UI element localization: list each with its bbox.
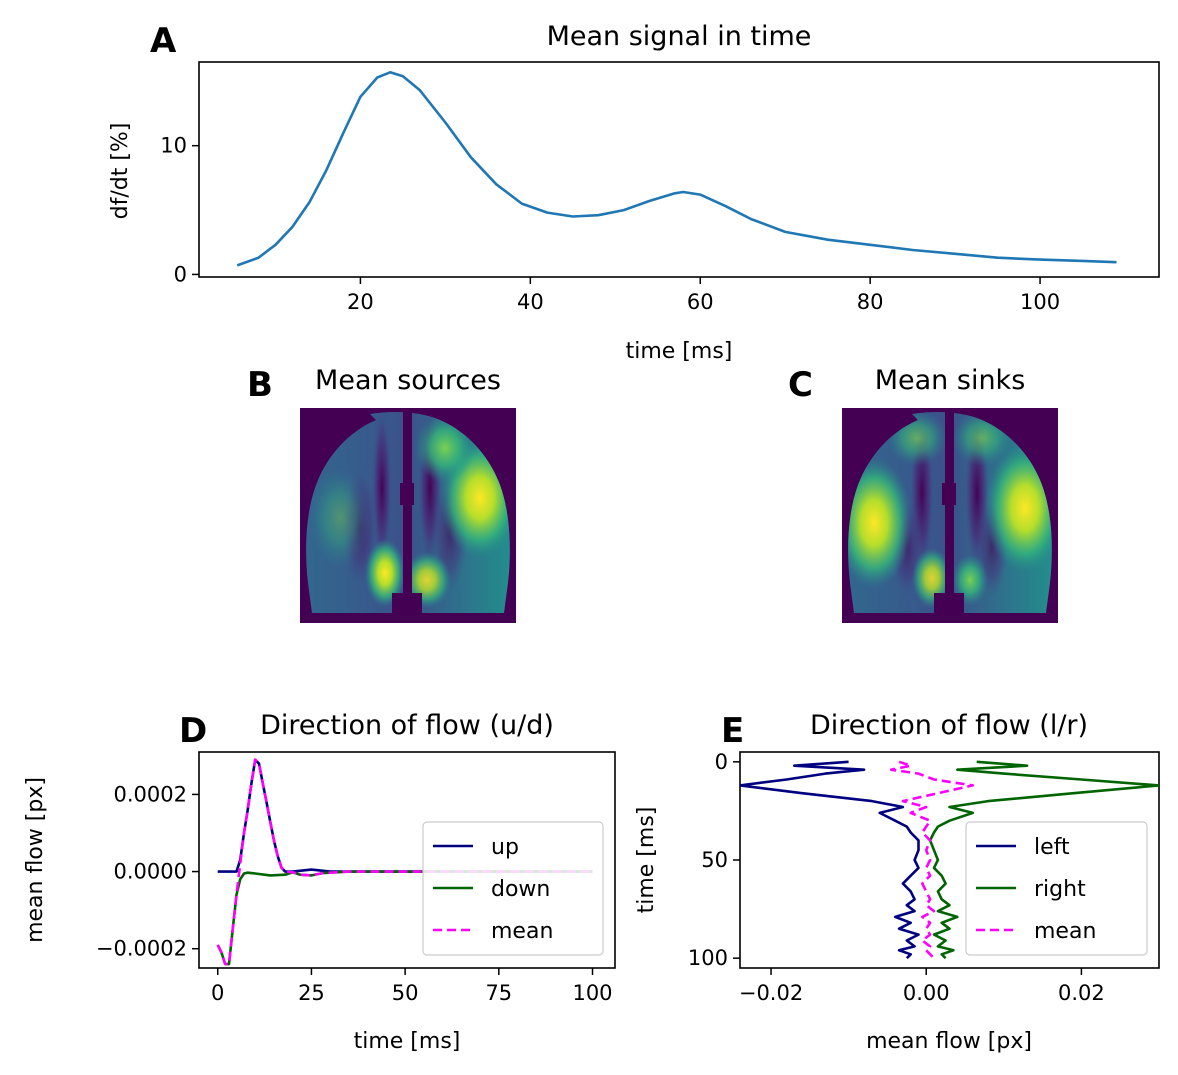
heatmap-image-b (300, 408, 516, 623)
y-tick-label: 0 (715, 750, 728, 774)
legend-d: up down mean (422, 821, 604, 956)
chart-title-c: Mean sinks (875, 365, 1026, 396)
series-group-e (740, 760, 1159, 960)
chart-title-a: Mean signal in time (547, 21, 812, 52)
heatmap-image-c (842, 408, 1058, 623)
chart-title-b: Mean sources (315, 365, 501, 396)
panel-b: B Mean sources (247, 365, 516, 623)
x-tick-label: 100 (1020, 290, 1060, 314)
y-ticks-e: 0 50 100 (688, 750, 740, 970)
y-ticks-d: −0.0002 0.0000 0.0002 (96, 782, 199, 961)
legend-label-mean: mean (1034, 919, 1096, 944)
legend-label-up: up (491, 835, 519, 860)
y-tick-label: 50 (701, 848, 728, 872)
x-tick-label: 0.02 (1058, 981, 1105, 1005)
y-tick-label: 0 (174, 262, 187, 286)
series-group-d (216, 758, 593, 966)
panel-a: A Mean signal in time 20 40 60 80 100 0 10 ti… (108, 21, 1160, 364)
legend-frame (965, 821, 1148, 956)
panel-e: E Direction of flow (l/r) −0.02 0.00 0.02 … (634, 710, 1160, 1054)
panel-letter-e: E (721, 711, 744, 751)
y-tick-label: 0.0002 (114, 782, 187, 806)
series-line-right (928, 760, 1159, 960)
x-ticks-d: 0 25 50 75 100 (211, 968, 613, 1005)
y-axis-label-e: time [ms] (634, 807, 659, 914)
panel-letter-a: A (150, 21, 177, 61)
x-tick-label: 80 (857, 290, 884, 314)
legend-label-left: left (1034, 835, 1070, 860)
y-tick-label: −0.0002 (96, 937, 187, 961)
panel-d: D Direction of flow (u/d) 0 25 50 75 100 −0.… (23, 710, 616, 1054)
series-line-mean (216, 758, 593, 966)
x-ticks-e: −0.02 0.00 0.02 (739, 968, 1105, 1005)
x-tick-label: 60 (687, 290, 714, 314)
legend-label-down: down (491, 877, 550, 902)
legend-e: left right mean (965, 821, 1148, 956)
y-tick-label: 100 (688, 946, 728, 970)
series-line-mean (889, 760, 975, 960)
x-axis-label-d: time [ms] (354, 1029, 461, 1054)
x-tick-label: 50 (392, 981, 419, 1005)
y-tick-label: 10 (160, 134, 187, 158)
x-tick-label: 100 (572, 981, 612, 1005)
x-axis-label-e: mean flow [px] (866, 1029, 1032, 1054)
y-axis-label-a: df/dt [%] (108, 123, 133, 220)
panel-c: C Mean sinks (788, 365, 1058, 623)
x-tick-label: 25 (298, 981, 325, 1005)
legend-label-mean: mean (491, 919, 553, 944)
series-group-a (236, 71, 1117, 267)
legend-label-right: right (1034, 877, 1086, 902)
legend-frame (422, 821, 604, 956)
x-tick-label: −0.02 (739, 981, 803, 1005)
x-tick-label: 0.00 (903, 981, 950, 1005)
x-tick-label: 0 (211, 981, 224, 1005)
panel-letter-d: D (179, 711, 207, 751)
x-ticks-a: 20 40 60 80 100 (347, 277, 1060, 314)
plot-area-d (198, 751, 616, 969)
x-tick-label: 40 (517, 290, 544, 314)
series-line-signal (236, 71, 1117, 267)
x-tick-label: 75 (485, 981, 512, 1005)
chart-title-d: Direction of flow (u/d) (260, 710, 554, 741)
x-axis-label-a: time [ms] (626, 339, 733, 364)
x-tick-label: 20 (347, 290, 374, 314)
series-line-left (740, 760, 920, 960)
y-axis-label-d: mean flow [px] (23, 777, 48, 943)
plot-area-a (198, 61, 1160, 278)
chart-title-e: Direction of flow (l/r) (810, 710, 1088, 741)
panel-letter-c: C (788, 365, 813, 405)
y-tick-label: 0.0000 (114, 860, 187, 884)
panel-letter-b: B (247, 365, 273, 405)
y-ticks-a: 0 10 (160, 134, 199, 286)
